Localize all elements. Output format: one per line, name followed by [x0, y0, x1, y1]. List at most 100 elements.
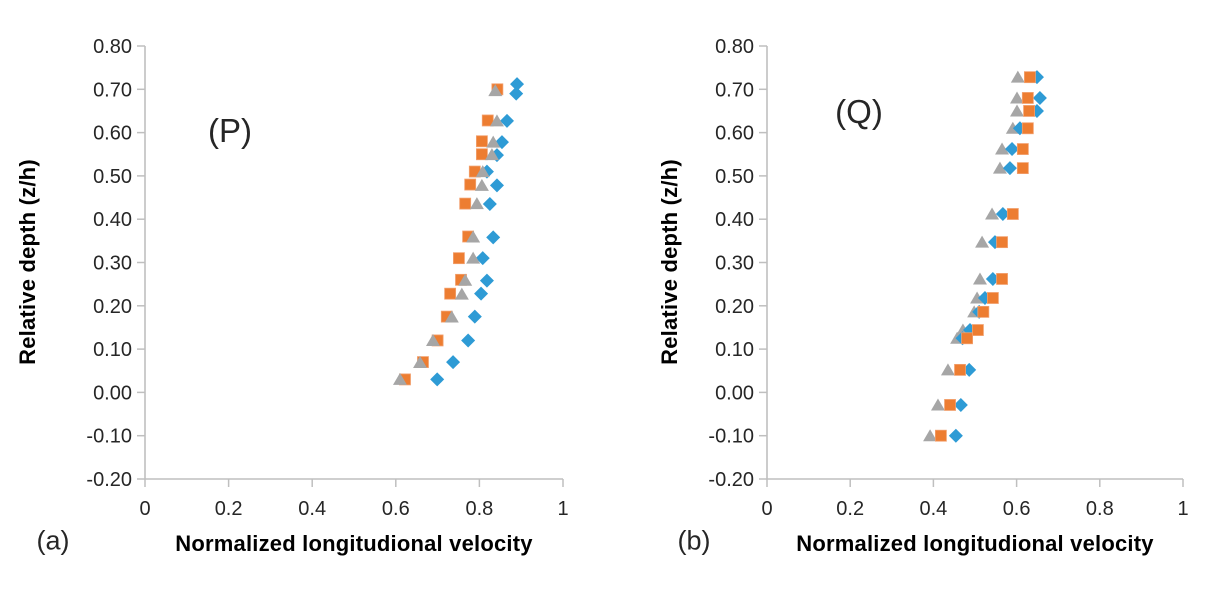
- x-tick-label: 0.2: [836, 498, 864, 520]
- marker-diamond: [446, 355, 461, 370]
- marker-triangle: [466, 230, 481, 243]
- y-tick-label: 0.50: [93, 166, 132, 188]
- y-tick-label: 0.00: [93, 382, 132, 404]
- marker-triangle: [454, 287, 469, 300]
- x-tick-label: 0.4: [919, 498, 947, 520]
- marker-triangle: [1010, 91, 1025, 104]
- marker-triangle: [392, 372, 407, 385]
- y-axis-title-a: Relative depth (z/h): [15, 159, 40, 365]
- marker-triangle: [995, 142, 1010, 155]
- x-axis-title-a: Normalized longitudional velocity: [175, 531, 533, 556]
- marker-triangle: [474, 178, 489, 191]
- y-tick-label: -0.10: [86, 426, 132, 448]
- marker-square: [453, 252, 465, 265]
- marker-triangle: [488, 84, 503, 97]
- y-tick-label: 0.60: [715, 123, 754, 145]
- marker-diamond: [1005, 142, 1020, 157]
- x-tick-label: 0.4: [298, 498, 326, 520]
- marker-triangle: [458, 273, 473, 286]
- marker-diamond: [510, 77, 525, 92]
- y-tick-label: 0.50: [715, 166, 754, 188]
- scatter-plot-a: 0.800.700.600.500.400.300.200.100.00-0.1…: [86, 36, 568, 520]
- marker-triangle: [413, 356, 428, 369]
- marker-square: [1006, 208, 1019, 220]
- marker-triangle: [486, 135, 501, 148]
- marker-triangle: [466, 251, 481, 264]
- chart-panel-b: 0.80 0.70 0.60 0.50 0.40 0.30 0.20 0.10 0.00 -0.1…: [607, 0, 1214, 600]
- marker-triangle: [1010, 104, 1025, 117]
- panel-letter-b: (b): [677, 525, 711, 556]
- marker-diamond: [499, 113, 514, 128]
- marker-square: [481, 114, 494, 127]
- y-tick-label: 0.30: [93, 253, 132, 275]
- x-tick-label: 1: [557, 498, 568, 520]
- plot-annotation-a: (P): [208, 112, 252, 149]
- marker-square: [954, 363, 966, 376]
- marker-diamond: [467, 309, 482, 324]
- marker-diamond: [482, 197, 497, 212]
- marker-diamond: [489, 178, 504, 193]
- y-tick-label: 0.40: [715, 209, 754, 231]
- y-tick-label: -0.20: [708, 469, 754, 491]
- y-tick-label: 0.20: [715, 296, 754, 318]
- marker-diamond: [987, 235, 1002, 250]
- marker-diamond: [953, 397, 968, 412]
- marker-diamond: [486, 230, 501, 245]
- axis-lines: [766, 46, 1183, 480]
- marker-triangle: [484, 148, 499, 161]
- marker-square: [944, 399, 956, 411]
- y-tick-label: -0.10: [708, 426, 754, 448]
- marker-diamond: [1002, 161, 1017, 176]
- x-tick-label: 0: [139, 498, 150, 520]
- y-tick-label: 0.80: [715, 36, 754, 58]
- marker-triangle: [469, 197, 484, 210]
- marker-square: [961, 332, 973, 345]
- marker-diamond: [948, 428, 963, 443]
- y-tick-label: 0.60: [93, 123, 132, 145]
- y-tick-label: -0.20: [86, 469, 132, 491]
- marker-triangle: [940, 363, 955, 376]
- x-tick-label: 0.2: [215, 498, 243, 520]
- marker-square: [1016, 162, 1029, 175]
- marker-diamond: [479, 273, 494, 288]
- x-axis-title-b: Normalized longitudional velocity: [796, 531, 1154, 556]
- marker-triangle: [475, 165, 490, 178]
- marker-square: [1024, 71, 1036, 84]
- y-tick-label: 0.20: [93, 296, 132, 318]
- x-tick-label: 0.6: [1003, 498, 1031, 520]
- marker-diamond: [430, 372, 445, 387]
- marker-diamond: [509, 86, 524, 101]
- x-tick-label: 0: [761, 498, 772, 520]
- marker-square: [1021, 92, 1034, 104]
- x-tick-label: 1: [1177, 498, 1188, 520]
- marker-triangle: [489, 114, 504, 127]
- marker-diamond: [475, 251, 490, 266]
- y-tick-label: 0.40: [93, 209, 132, 231]
- y-tick-label: 0.70: [715, 79, 754, 101]
- marker-diamond: [474, 286, 489, 301]
- marker-square: [1023, 105, 1035, 117]
- marker-square: [972, 324, 984, 336]
- marker-square: [1021, 122, 1034, 135]
- marker-diamond: [995, 207, 1010, 222]
- axis-lines: [144, 46, 563, 480]
- y-tick-label: 0.80: [93, 36, 132, 58]
- marker-triangle: [985, 207, 1000, 220]
- marker-triangle: [972, 272, 987, 285]
- marker-triangle: [444, 310, 459, 323]
- marker-triangle: [426, 333, 441, 346]
- marker-square: [476, 148, 488, 161]
- marker-triangle: [923, 429, 938, 442]
- y-axis-title-b: Relative depth (z/h): [657, 159, 682, 365]
- y-tick-label: 0.10: [93, 339, 132, 361]
- panel-letter-a: (a): [36, 525, 70, 556]
- marker-diamond: [1032, 90, 1047, 105]
- chart-panel-a: 0.80 0.70 0.60 0.50 0.40 0.30 0.20 0.10 0.00 -0.1…: [15, 36, 569, 556]
- x-tick-label: 0.8: [1086, 498, 1114, 520]
- marker-square: [977, 305, 990, 318]
- marker-square: [986, 292, 999, 304]
- marker-square: [459, 197, 472, 210]
- x-tick-label: 0.8: [465, 498, 493, 520]
- y-tick-label: 0.30: [715, 253, 754, 275]
- marker-square: [1016, 143, 1029, 155]
